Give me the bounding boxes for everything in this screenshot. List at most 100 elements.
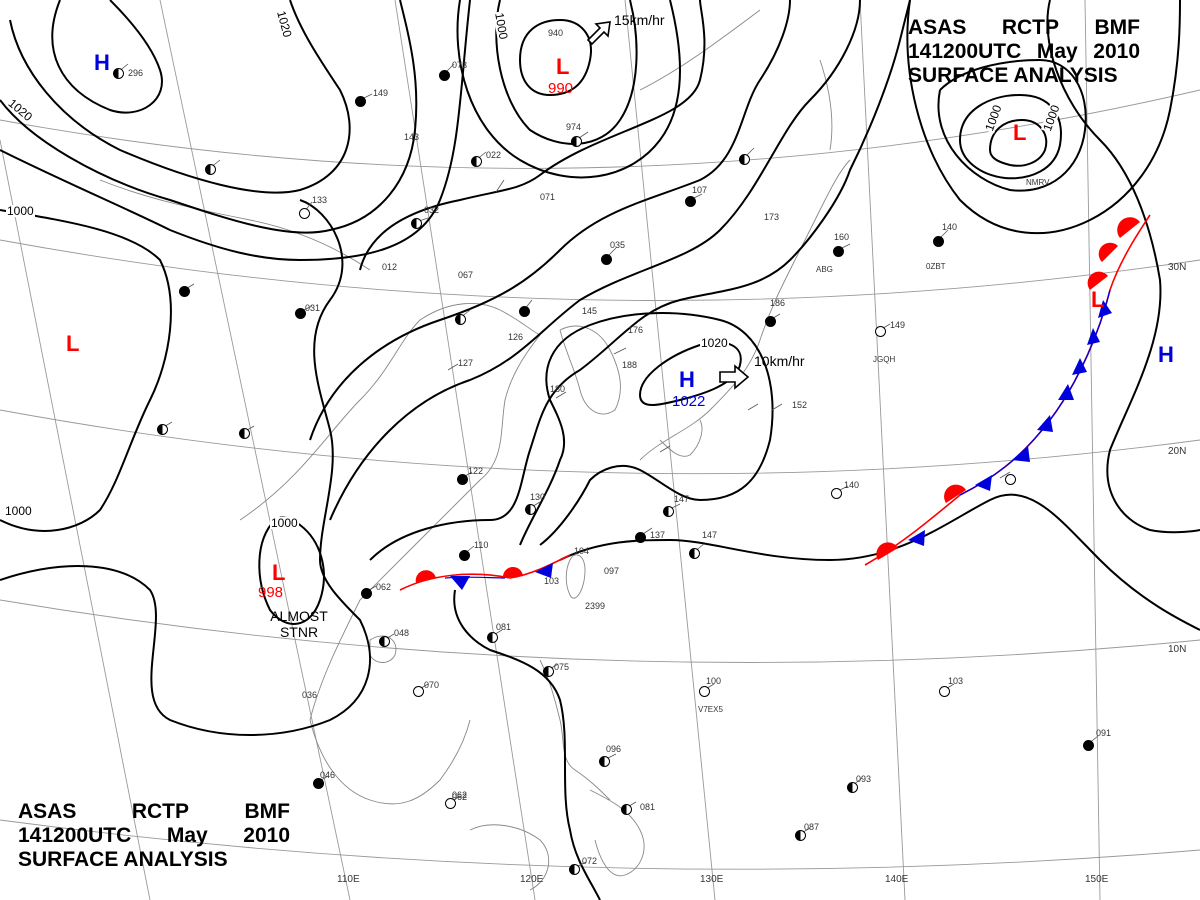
warm-front-bump xyxy=(1087,271,1108,290)
warm-front-bump xyxy=(415,570,436,583)
station-pressure-value: 176 xyxy=(628,325,644,335)
title-year: 2010 xyxy=(243,824,290,847)
station-pressure-value: 133 xyxy=(312,195,328,205)
station-marker xyxy=(487,632,498,643)
station-marker xyxy=(379,636,390,647)
isobar xyxy=(906,0,1181,235)
ship-call-sign: V7EX5 xyxy=(698,705,723,714)
cold-front-tooth xyxy=(1012,446,1030,462)
station-pressure-value: 031 xyxy=(305,303,321,313)
high-pressure-value: 1022 xyxy=(672,393,706,410)
station-marker xyxy=(299,208,310,219)
latitude-label: 30N xyxy=(1168,262,1187,273)
station-marker xyxy=(875,326,886,337)
station-marker xyxy=(445,798,456,809)
station-marker xyxy=(1083,740,1094,751)
warm-front-bump xyxy=(876,542,898,560)
high-pressure-center: H xyxy=(1158,342,1174,367)
station-marker xyxy=(239,428,250,439)
isobar-label: 1000 xyxy=(6,204,35,218)
station-marker xyxy=(457,474,468,485)
title-analysis-type: SURFACE ANALYSIS xyxy=(908,64,1118,87)
title-time: 141200UTC xyxy=(908,40,1022,63)
station-pressure-value: 071 xyxy=(540,192,556,202)
cold-front-tooth xyxy=(535,563,553,578)
chart-title-top-right: ASAS RCTP BMF 141200UTC May 2010 SURFACE… xyxy=(908,16,1140,88)
station-marker xyxy=(663,506,674,517)
station-pressure-value: 940 xyxy=(548,28,564,38)
title-station: RCTP xyxy=(1001,16,1060,39)
station-marker xyxy=(411,218,422,229)
isobar xyxy=(0,199,371,736)
low-pressure-center: L xyxy=(66,331,80,356)
ship-call-sign: JGQH xyxy=(873,355,896,364)
station-pressure-value: 137 xyxy=(650,530,666,540)
coast-korea xyxy=(559,325,621,415)
station-pressure-value: 022 xyxy=(486,150,502,160)
title-row-2: 141200UTC May 2010 xyxy=(18,824,290,848)
warm-front-bump xyxy=(502,566,523,578)
station-pressure-value: 143 xyxy=(404,132,420,142)
cold-front-tooth xyxy=(1058,384,1074,400)
station-pressure-value: 097 xyxy=(604,566,620,576)
station-pressure-value: 140 xyxy=(844,480,860,490)
station-pressure-value: 149 xyxy=(890,320,906,330)
station-pressure-value: 062 xyxy=(452,792,468,802)
cold-front-tooth xyxy=(975,475,992,491)
station-marker xyxy=(765,316,776,327)
warm-front-bump xyxy=(1117,217,1140,238)
low-pressure-center: L xyxy=(272,560,286,585)
title-row-1: ASAS RCTP BMF xyxy=(18,800,290,824)
station-pressure-value: 147 xyxy=(674,494,690,504)
station-pressure-value: 036 xyxy=(302,690,318,700)
isobar xyxy=(453,589,601,900)
station-marker xyxy=(795,830,806,841)
isobar xyxy=(359,0,706,271)
station-marker xyxy=(847,782,858,793)
station-pressure-value: 104 xyxy=(574,546,590,556)
title-month: May xyxy=(166,824,208,847)
title-analysis-type: SURFACE ANALYSIS xyxy=(18,848,228,871)
title-product: BMF xyxy=(1094,16,1141,39)
isobar xyxy=(989,118,1048,167)
low-pressure-value: 998 xyxy=(258,584,284,601)
parallel-30n xyxy=(0,239,1200,301)
station-marker xyxy=(739,154,750,165)
parallel-10n xyxy=(0,599,1200,663)
station-pressure-value: 160 xyxy=(834,232,850,242)
station-marker xyxy=(157,424,168,435)
motion-arrows xyxy=(586,21,750,390)
station-pressure-value: 070 xyxy=(424,680,440,690)
station-pressure-value: 093 xyxy=(856,774,872,784)
coast-sakhalin xyxy=(819,59,833,151)
station-marker xyxy=(699,686,710,697)
title-row-1: ASAS RCTP BMF xyxy=(908,16,1140,40)
coast-borneo xyxy=(469,824,550,891)
station-pressure-value: 107 xyxy=(692,185,708,195)
station-pressure-value: 126 xyxy=(508,332,524,342)
station-marker xyxy=(355,96,366,107)
motion-arrow-15kmh xyxy=(586,21,611,46)
ship-call-sign: NMRV xyxy=(1026,178,1050,187)
parallel-0n xyxy=(0,819,1200,870)
station-pressure-value: 032 xyxy=(424,205,440,215)
isobar-label: 1000 xyxy=(270,516,299,530)
station-pressure-value: 046 xyxy=(320,770,336,780)
high-pressure-center: H xyxy=(94,50,110,75)
isobar xyxy=(937,58,1087,192)
isobar xyxy=(51,0,163,114)
meridian-150e xyxy=(1084,0,1101,900)
cold-front-tooth xyxy=(1087,328,1100,345)
station-pressure-value: 012 xyxy=(382,262,398,272)
warm-front-bump xyxy=(944,484,966,503)
station-marker xyxy=(519,306,530,317)
coast-china-east xyxy=(239,302,541,721)
station-pressure-value: 188 xyxy=(622,360,638,370)
station-pressure-value: 035 xyxy=(610,240,626,250)
latitude-label: 20N xyxy=(1168,446,1187,457)
station-marker xyxy=(471,156,482,167)
station-pressure-value: 145 xyxy=(582,306,598,316)
station-marker xyxy=(525,504,536,515)
